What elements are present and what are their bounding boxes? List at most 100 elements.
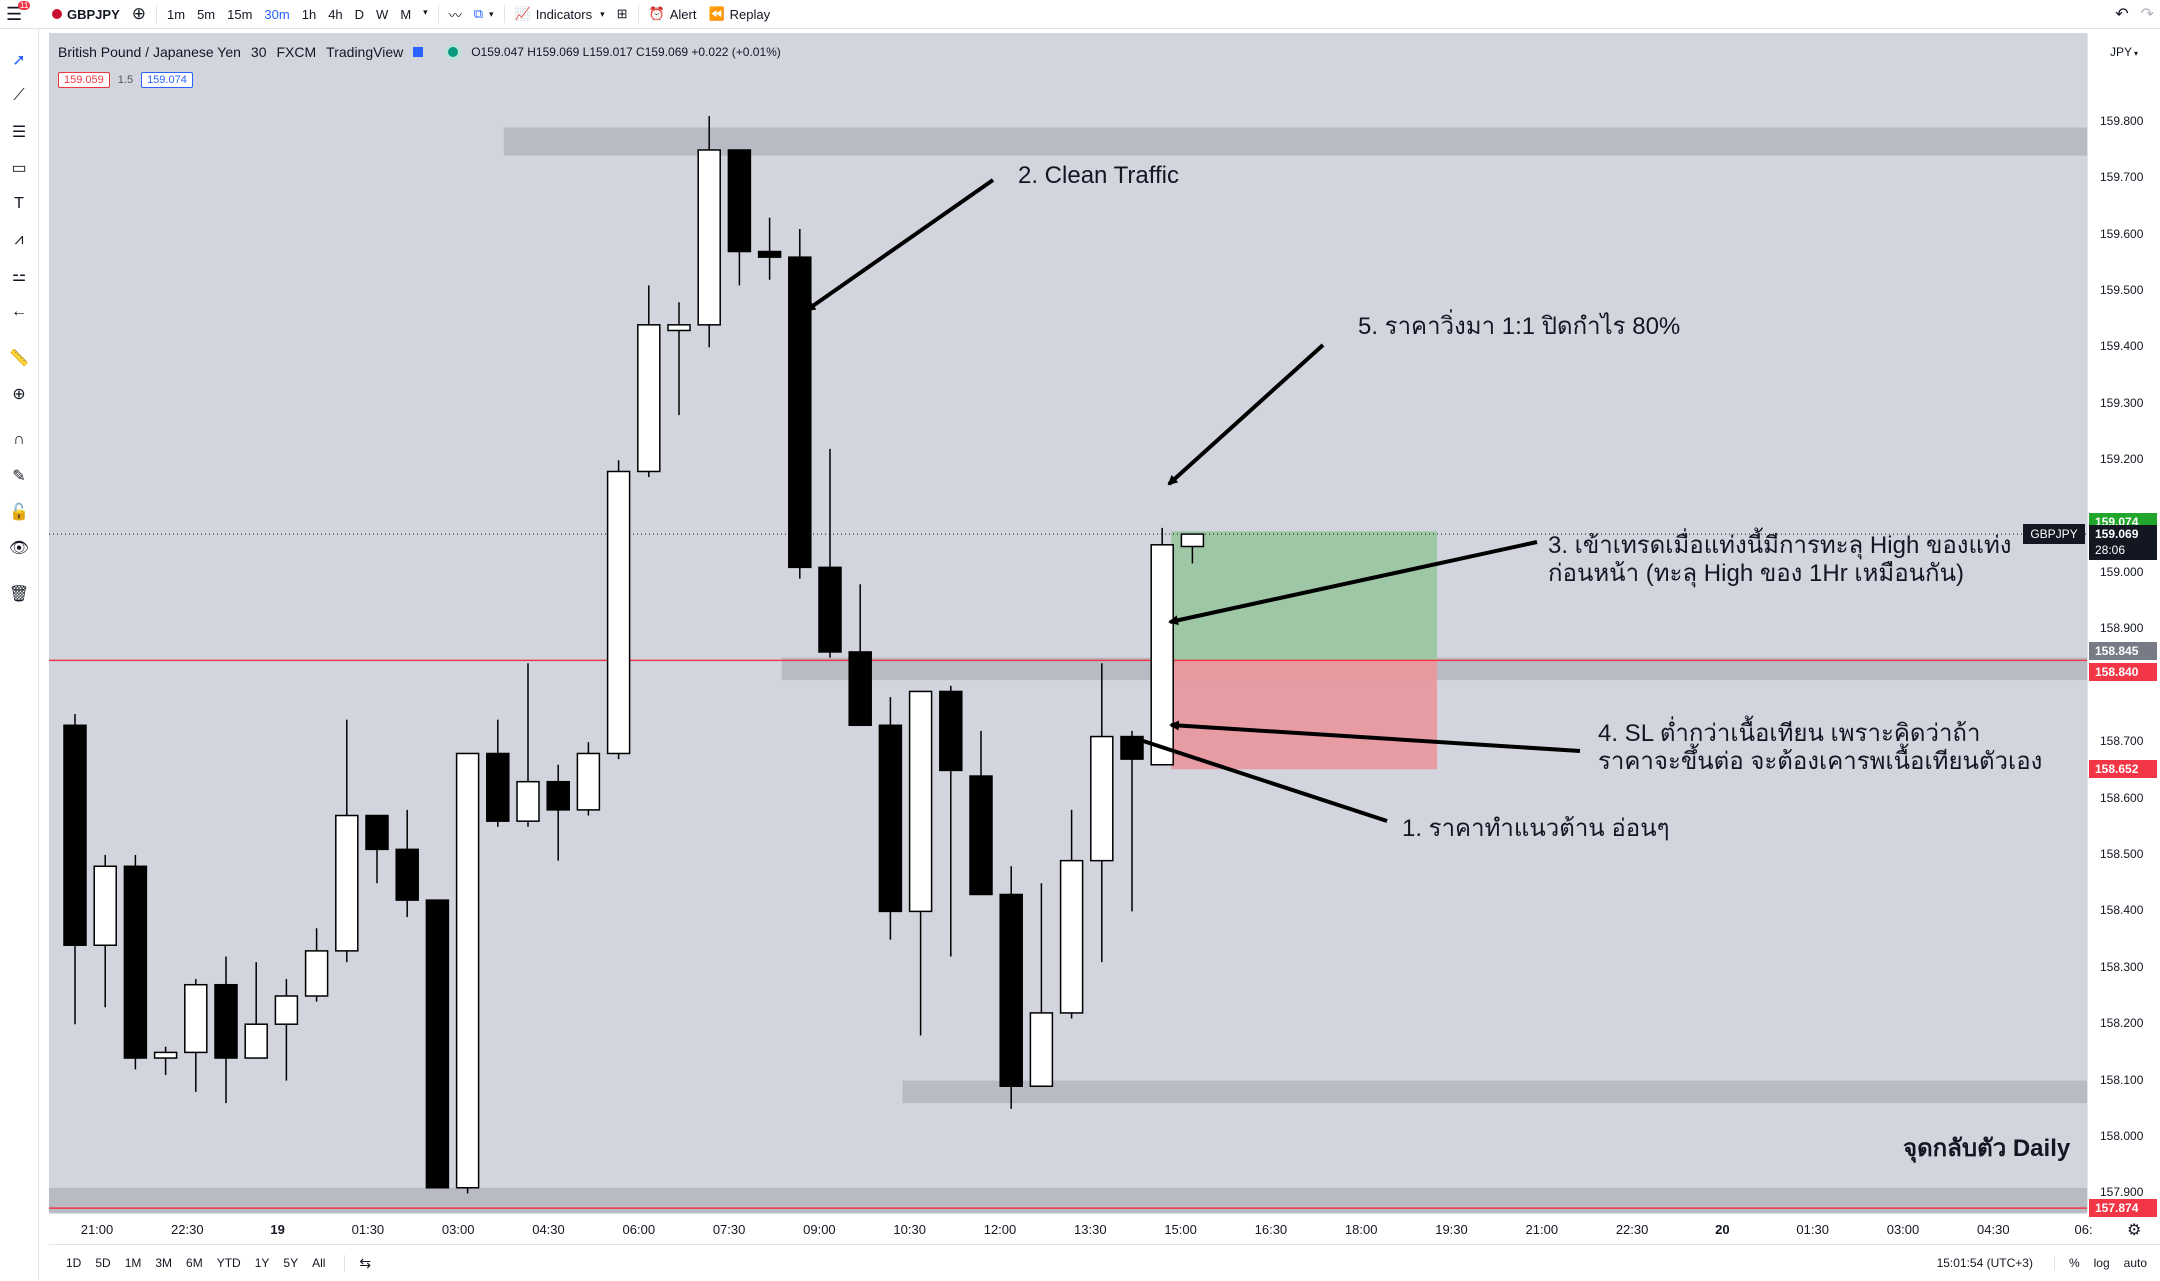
price-badge: 157.874 <box>2089 1199 2157 1218</box>
price-tick: 158.900 <box>2100 621 2144 636</box>
range-1d[interactable]: 1D <box>66 1256 82 1270</box>
clock[interactable]: 15:01:54 (UTC+3) <box>1936 1256 2033 1270</box>
time-tick: 03:00 <box>1886 1222 1920 1237</box>
auto-toggle[interactable]: auto <box>2123 1256 2147 1270</box>
legend-ohlc: O159.047 H159.069 L159.017 C159.069 +0.0… <box>471 45 781 59</box>
settings-button[interactable]: ⚙ <box>2127 1220 2147 1240</box>
range-5d[interactable]: 5D <box>95 1256 111 1270</box>
redo-icon: ↷ <box>2140 6 2154 23</box>
time-tick: 21:00 <box>80 1222 114 1237</box>
time-tick: 19 <box>270 1222 285 1237</box>
bottom-toolbar: 1D 5D 1M 3M 6M YTD 1Y 5Y All ⇆ 15:01:54 (UTC+3) … <box>49 1244 2160 1281</box>
candle-body <box>697 149 721 326</box>
timeframe-15m[interactable]: 15m <box>227 6 253 22</box>
price-badge-label: 158.845 <box>2095 644 2139 659</box>
indicators-icon: 📈 <box>514 6 531 21</box>
back-arrow-icon[interactable]: ← <box>11 303 27 320</box>
timeframe-W[interactable]: W <box>376 6 389 22</box>
legend-interval: 30 <box>250 44 267 60</box>
range-ytd[interactable]: YTD <box>216 1256 241 1270</box>
timeframe-M[interactable]: M <box>400 6 412 22</box>
ruler-icon[interactable]: 📏 <box>9 350 29 367</box>
alert-button[interactable]: ⏰ Alert <box>643 0 703 28</box>
chart-type-button[interactable]: 〰 <box>443 0 468 28</box>
annotation-resistance[interactable]: 1. ราคาทำแนวต้าน อ่อนๆ <box>1402 815 1670 842</box>
trend-line-icon[interactable]: ⟋ <box>13 87 25 104</box>
price-tick: 159.800 <box>2100 113 2144 128</box>
candle-body <box>788 256 812 569</box>
range-1m[interactable]: 1M <box>124 1256 142 1270</box>
text-icon[interactable]: T <box>14 195 24 212</box>
menu-button[interactable]: ☰ 11 <box>0 0 32 28</box>
candle-body <box>969 775 993 896</box>
replay-button[interactable]: ⏪ Replay <box>702 0 776 28</box>
annotation-take-profit[interactable]: 5. ราคาวิ่งมา 1:1 ปิดกำไร 80% <box>1358 313 1681 340</box>
goto-date-button[interactable]: ⇆ <box>344 1254 378 1272</box>
price-badge-label: 157.874 <box>2095 1201 2139 1216</box>
profit-zone <box>1171 531 1438 661</box>
timeframe-1m[interactable]: 1m <box>167 6 186 22</box>
buy-button[interactable]: 159.074 <box>141 72 193 88</box>
range-3m[interactable]: 3M <box>155 1256 173 1270</box>
timeframe-1h[interactable]: 1h <box>301 6 317 22</box>
sell-button[interactable]: 159.059 <box>58 72 110 88</box>
lock-icon[interactable]: 🔓 <box>9 504 29 521</box>
price-tick: 158.700 <box>2100 734 2144 749</box>
indicators-button[interactable]: 📈 Indicators ▾ <box>509 0 611 28</box>
pattern-icon[interactable]: ⩘ <box>14 231 24 248</box>
timeframe-4h[interactable]: 4h <box>328 6 343 22</box>
prediction-icon[interactable]: ⚍ <box>11 268 27 285</box>
time-tick: 03:00 <box>441 1222 475 1237</box>
calendar-icon: ⇆ <box>359 1254 372 1271</box>
time-tick: 04:30 <box>532 1222 565 1237</box>
time-axis[interactable]: 21:00 22:30 19 01:30 03:00 04:30 06:00 07:30 09:… <box>49 1213 2141 1244</box>
annotation-daily-reversal[interactable]: จุดกลับตัว Daily <box>1903 1135 2071 1162</box>
range-5y[interactable]: 5Y <box>283 1256 299 1270</box>
chart-pane[interactable] <box>49 33 2087 1213</box>
symbol-price-tag: GBPJPY <box>2023 524 2085 545</box>
magnet-icon[interactable]: ∩ <box>13 431 25 448</box>
time-tick: 20 <box>1715 1222 1730 1237</box>
range-6m[interactable]: 6M <box>186 1256 203 1270</box>
timeframe-5m[interactable]: 5m <box>197 6 216 22</box>
currency-selector[interactable]: JPY ▾ <box>2110 45 2138 59</box>
redo-button[interactable]: ↷ <box>2135 0 2160 28</box>
price-axis[interactable]: JPY ▾ 159.800 159.700 159.600 159.500 159.400… <box>2087 33 2160 1218</box>
undo-button[interactable]: ↶ <box>2109 0 2134 28</box>
market-status-icon[interactable] <box>445 44 462 60</box>
eye-icon[interactable]: 👁 <box>8 540 30 557</box>
timeframe-D[interactable]: D <box>354 6 365 22</box>
range-all[interactable]: All <box>312 1256 326 1270</box>
time-tick: 22:30 <box>1615 1222 1649 1237</box>
annotation-entry[interactable]: 3. เข้าเทรดเมื่อแท่งนี้มีการทะลุ High ขอ… <box>1548 532 2012 587</box>
legend-name[interactable]: British Pound / Japanese Yen <box>58 44 241 60</box>
price-tick: 159.200 <box>2100 452 2144 467</box>
zoom-icon[interactable]: ⊕ <box>12 386 26 403</box>
fib-icon[interactable]: ☰ <box>11 124 27 141</box>
cursor-icon[interactable]: ➚ <box>12 52 26 69</box>
symbol-search-button[interactable]: GBPJPY <box>46 0 126 28</box>
layouts-button[interactable]: ⊞ <box>611 0 634 28</box>
trash-icon[interactable]: 🗑 <box>8 586 30 603</box>
price-badge: 158.845 <box>2089 642 2157 661</box>
notification-badge: 11 <box>18 1 31 10</box>
candle-body <box>93 865 117 946</box>
log-toggle[interactable]: log <box>2093 1256 2110 1270</box>
range-1y[interactable]: 1Y <box>254 1256 270 1270</box>
timeframe-30m[interactable]: 30m <box>264 6 290 22</box>
rectangle-icon[interactable]: ▭ <box>11 160 27 177</box>
percent-toggle[interactable]: % <box>2053 1256 2087 1270</box>
annotation-entry-line1: 3. เข้าเทรดเมื่อแท่งนี้มีการทะลุ High ขอ… <box>1548 532 2012 559</box>
candle-body <box>335 814 359 952</box>
price-tick: 159.600 <box>2100 226 2144 241</box>
candle-body <box>999 893 1023 1087</box>
annotation-stop-loss[interactable]: 4. SL ต่ำกว่าเนื้อเทียน เพราะคิดว่าถ้า ร… <box>1598 720 2042 775</box>
price-badge-label: 158.652 <box>2095 762 2139 777</box>
candle-type-button[interactable]: ⧉ ▾ <box>468 0 500 28</box>
chevron-down-icon[interactable]: ▾ <box>423 6 428 17</box>
annotation-clean-traffic[interactable]: 2. Clean Traffic <box>1018 162 1179 189</box>
price-tick: 157.900 <box>2100 1185 2144 1200</box>
price-tick: 159.000 <box>2100 565 2144 579</box>
compare-button[interactable]: ⊕ <box>126 0 152 28</box>
lock-drawing-icon[interactable]: ✎ <box>12 468 26 485</box>
